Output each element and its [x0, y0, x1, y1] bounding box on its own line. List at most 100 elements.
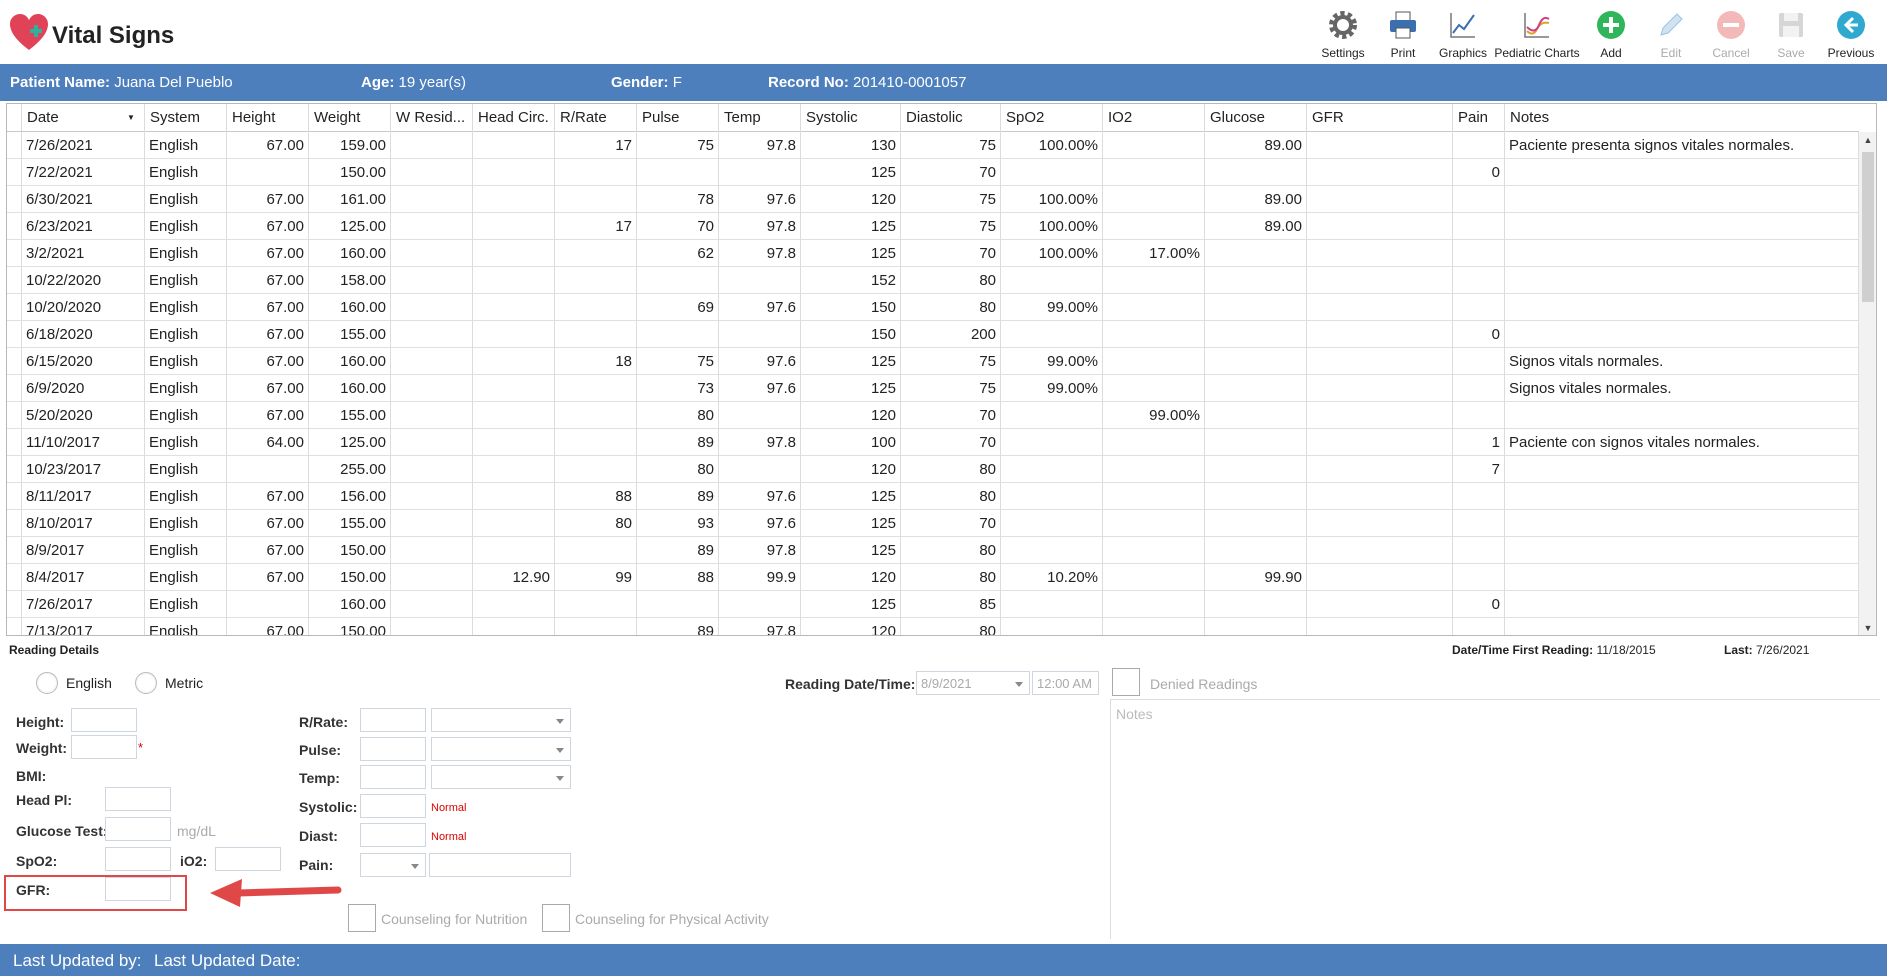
column-header-spo2[interactable]: SpO2 [1001, 104, 1103, 132]
table-cell [637, 159, 719, 186]
last-reading: Last: 7/26/2021 [1724, 643, 1810, 657]
english-radio[interactable] [36, 672, 58, 694]
weight-field[interactable] [71, 735, 137, 759]
edit-button[interactable]: Edit [1641, 6, 1701, 64]
systolic-field[interactable] [360, 794, 426, 818]
scroll-thumb[interactable] [1862, 152, 1874, 302]
table-row[interactable]: 7/13/2017 English 67.00 150.00 89 97.8 120 80 [7, 618, 1859, 635]
column-header-head-circ[interactable]: Head Circ. [473, 104, 555, 132]
column-header-height[interactable]: Height [227, 104, 309, 132]
table-row[interactable]: 8/10/2017 English 67.00 155.00 80 93 97.6 125 70 [7, 510, 1859, 537]
table-row[interactable]: 10/22/2020 English 67.00 158.00 152 80 [7, 267, 1859, 294]
row-selector[interactable] [7, 618, 22, 635]
table-row[interactable]: 11/10/2017 English 64.00 125.00 89 97.8 100 70 1… [7, 429, 1859, 456]
table-row[interactable]: 5/20/2020 English 67.00 155.00 80 120 70 99.00% [7, 402, 1859, 429]
table-row[interactable]: 8/9/2017 English 67.00 150.00 89 97.8 125 80 [7, 537, 1859, 564]
row-selector[interactable] [7, 483, 22, 509]
column-header-gfr[interactable]: GFR [1307, 104, 1453, 132]
row-selector[interactable] [7, 510, 22, 536]
grid-scrollbar[interactable]: ▲ ▼ [1858, 132, 1876, 635]
row-selector[interactable] [7, 321, 22, 347]
table-row[interactable]: 10/23/2017 English 255.00 80 120 80 7 [7, 456, 1859, 483]
pain-dropdown[interactable] [360, 853, 426, 877]
row-selector[interactable] [7, 537, 22, 563]
pediatric-charts-button[interactable]: Pediatric Charts [1493, 6, 1581, 64]
column-header-system[interactable]: System [145, 104, 227, 132]
settings-button[interactable]: Settings [1313, 6, 1373, 64]
table-cell: English [145, 456, 227, 483]
table-row[interactable]: 6/30/2021 English 67.00 161.00 78 97.6 120 75 10… [7, 186, 1859, 213]
row-selector[interactable] [7, 186, 22, 212]
spo2-field[interactable] [105, 847, 171, 871]
glucose-test-field[interactable] [105, 817, 171, 841]
reading-time-field[interactable]: 12:00 AM [1032, 671, 1099, 695]
scroll-up-icon[interactable]: ▲ [1863, 135, 1873, 145]
column-header-r-rate[interactable]: R/Rate [555, 104, 637, 132]
table-cell [1505, 294, 1859, 321]
table-row[interactable]: 7/22/2021 English 150.00 125 70 0 [7, 159, 1859, 186]
pulse-field[interactable] [360, 737, 426, 761]
column-header-glucose[interactable]: Glucose [1205, 104, 1307, 132]
io2-field[interactable] [215, 847, 281, 871]
row-selector[interactable] [7, 456, 22, 482]
row-selector[interactable] [7, 564, 22, 590]
head-pl-field[interactable] [105, 787, 171, 811]
pulse-dropdown[interactable] [431, 737, 571, 761]
scroll-down-icon[interactable]: ▼ [1863, 623, 1873, 633]
table-row[interactable]: 8/11/2017 English 67.00 156.00 88 89 97.6 125 80 [7, 483, 1859, 510]
reading-date-picker[interactable]: 8/9/2021 [916, 671, 1030, 695]
counseling-activity-checkbox[interactable] [542, 904, 570, 932]
table-row[interactable]: 7/26/2021 English 67.00 159.00 17 75 97.8 130 75… [7, 132, 1859, 159]
column-header-systolic[interactable]: Systolic [801, 104, 901, 132]
table-row[interactable]: 7/26/2017 English 160.00 125 85 0 [7, 591, 1859, 618]
table-row[interactable]: 6/23/2021 English 67.00 125.00 17 70 97.8 125 75… [7, 213, 1859, 240]
table-row[interactable]: 6/9/2020 English 67.00 160.00 73 97.6 125 75 99.… [7, 375, 1859, 402]
row-selector[interactable] [7, 402, 22, 428]
table-cell: 75 [901, 213, 1001, 240]
cancel-button[interactable]: Cancel [1701, 6, 1761, 64]
previous-button[interactable]: Previous [1821, 6, 1881, 64]
rrate-dropdown[interactable] [431, 708, 571, 732]
row-selector[interactable] [7, 294, 22, 320]
row-selector[interactable] [7, 375, 22, 401]
diast-field[interactable] [360, 823, 426, 847]
column-header-pulse[interactable]: Pulse [637, 104, 719, 132]
metric-radio[interactable] [135, 672, 157, 694]
row-selector[interactable] [7, 267, 22, 293]
column-header-pain[interactable]: Pain [1453, 104, 1505, 132]
denied-readings-checkbox[interactable] [1112, 668, 1140, 696]
column-header-notes[interactable]: Notes [1505, 104, 1876, 132]
save-button[interactable]: Save [1761, 6, 1821, 64]
column-header-date[interactable]: Date [22, 104, 145, 132]
table-row[interactable]: 10/20/2020 English 67.00 160.00 69 97.6 150 80 9… [7, 294, 1859, 321]
row-selector[interactable] [7, 132, 22, 158]
row-selector[interactable] [7, 429, 22, 455]
column-header-w-resid[interactable]: W Resid... [391, 104, 473, 132]
temp-dropdown[interactable] [431, 765, 571, 789]
table-row[interactable]: 8/4/2017 English 67.00 150.00 12.90 99 88 99.9 1… [7, 564, 1859, 591]
floppy-icon [1774, 8, 1808, 42]
column-header-weight[interactable]: Weight [309, 104, 391, 132]
gfr-field[interactable] [105, 877, 171, 901]
row-selector[interactable] [7, 240, 22, 266]
column-header-diastolic[interactable]: Diastolic [901, 104, 1001, 132]
row-selector[interactable] [7, 348, 22, 374]
notes-textarea[interactable] [1110, 699, 1880, 939]
rrate-field[interactable] [360, 708, 426, 732]
column-header-io2[interactable]: IO2 [1103, 104, 1205, 132]
table-row[interactable]: 3/2/2021 English 67.00 160.00 62 97.8 125 70 100… [7, 240, 1859, 267]
temp-field[interactable] [360, 765, 426, 789]
graphics-button[interactable]: Graphics [1433, 6, 1493, 64]
counseling-nutrition-checkbox[interactable] [348, 904, 376, 932]
height-field[interactable] [71, 708, 137, 732]
table-row[interactable]: 6/15/2020 English 67.00 160.00 18 75 97.6 125 75… [7, 348, 1859, 375]
row-selector[interactable] [7, 159, 22, 185]
row-selector[interactable] [7, 591, 22, 617]
print-button[interactable]: Print [1373, 6, 1433, 64]
column-header-temp[interactable]: Temp [719, 104, 801, 132]
pain-comment-field[interactable] [429, 853, 571, 877]
table-row[interactable]: 6/18/2020 English 67.00 155.00 150 200 0 [7, 321, 1859, 348]
add-button[interactable]: Add [1581, 6, 1641, 64]
table-cell: 17.00% [1103, 240, 1205, 267]
row-selector[interactable] [7, 213, 22, 239]
